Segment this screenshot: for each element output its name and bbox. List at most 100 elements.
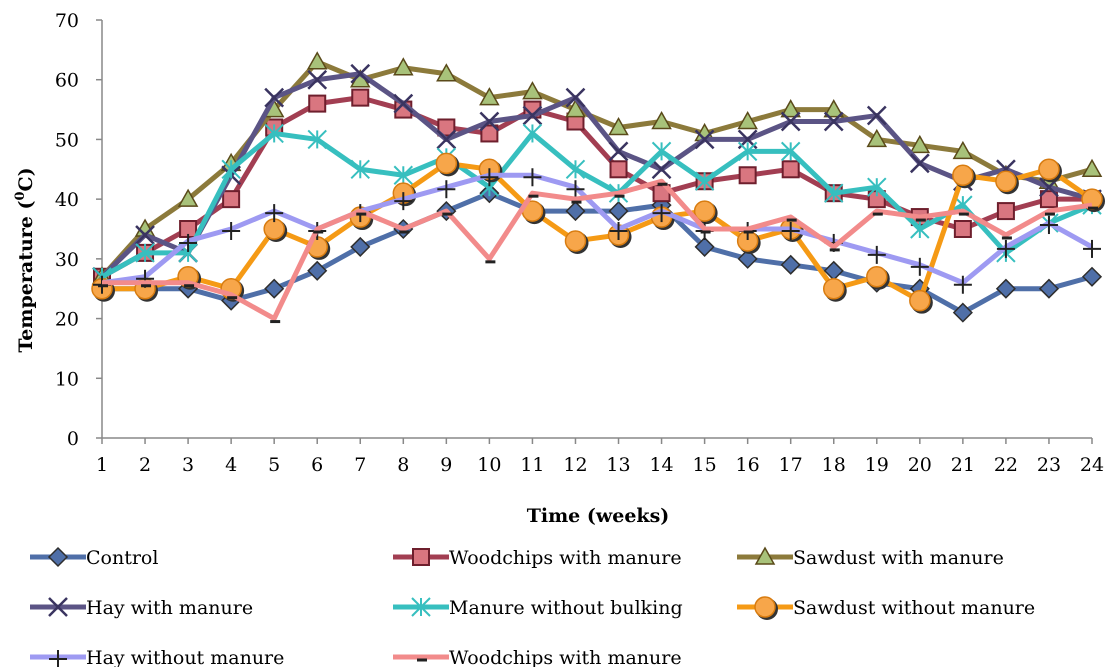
data-point [264, 123, 284, 144]
data-point [479, 87, 500, 106]
marker-triangle [479, 87, 500, 106]
data-point [264, 278, 285, 299]
x-tick-label: 22 [994, 454, 1018, 476]
data-point [953, 220, 972, 238]
data-point [780, 141, 801, 162]
data-point [306, 51, 328, 70]
data-point [523, 168, 542, 187]
data-point [996, 202, 1015, 221]
marker-triangle [952, 140, 974, 160]
data-point [436, 63, 457, 82]
x-tick-label: 12 [563, 454, 587, 476]
data-point [910, 219, 930, 239]
series-line [100, 71, 1093, 279]
marker-x-b [608, 141, 629, 162]
data-point [1038, 278, 1060, 299]
data-point [1039, 216, 1058, 235]
marker-diamond [737, 248, 758, 269]
data-point [436, 129, 457, 150]
data-point [780, 254, 801, 275]
x-tick-label: 13 [606, 454, 630, 476]
marker-triangle [737, 110, 758, 130]
data-point [437, 118, 456, 137]
data-point [1081, 266, 1103, 287]
data-point [135, 243, 155, 263]
x-axis-label: Time (weeks) [527, 505, 670, 527]
marker-triangle [306, 51, 328, 70]
marker-triangle [866, 128, 888, 148]
marker-x-b [866, 105, 887, 126]
marker-x-b [909, 153, 930, 174]
x-tick-label: 19 [865, 454, 889, 476]
marker-diamond [350, 236, 371, 257]
data-point [609, 222, 628, 240]
x-tick-label: 8 [397, 454, 409, 476]
y-tick-label: 60 [55, 70, 79, 92]
marker-square [222, 190, 241, 209]
x-tick-label: 5 [268, 454, 280, 476]
data-point [565, 99, 586, 118]
legend-label: Woodchips with manure [449, 547, 682, 569]
series-line [100, 59, 1093, 279]
data-point [909, 153, 930, 174]
marker-x-b [823, 111, 844, 132]
marker-x-b [651, 159, 672, 180]
data-point [694, 236, 715, 257]
data-point [565, 201, 586, 222]
data-point [824, 183, 844, 203]
data-point [694, 129, 715, 150]
data-point [265, 204, 284, 223]
marker-triangle [909, 134, 931, 154]
x-tick-label: 6 [311, 454, 323, 476]
data-point [480, 168, 499, 187]
data-point [1039, 190, 1058, 209]
marker-diamond [608, 201, 629, 222]
marker-x-b [522, 105, 543, 126]
data-point [350, 159, 370, 179]
data-point [823, 99, 845, 118]
marker-square [738, 166, 757, 185]
marker-circle [866, 266, 888, 288]
data-point [693, 200, 718, 225]
data-point [222, 190, 241, 209]
data-point [866, 266, 890, 290]
data-point [479, 111, 500, 132]
y-axis-title: Temperature (0C) [13, 167, 37, 352]
x-tick-label: 23 [1037, 454, 1061, 476]
y-tick-label: 0 [67, 428, 79, 450]
legend: Control Woodchips with manure Sawdust with… [30, 546, 1035, 667]
data-point [996, 239, 1015, 258]
marker-diamond [565, 201, 586, 222]
legend-item: Woodchips with manure [393, 547, 682, 569]
series-8 [98, 178, 1098, 324]
data-point [351, 88, 370, 107]
x-tick-label: 16 [736, 454, 760, 476]
data-point [694, 171, 715, 191]
y-axis-label-tail: C) [15, 167, 37, 191]
marker-circle [909, 289, 931, 312]
series-line [102, 160, 1094, 304]
y-axis-label-main: Temperature ( [15, 201, 37, 353]
marker-diamond [694, 236, 715, 257]
data-point [781, 160, 800, 179]
data-point [651, 110, 672, 130]
data-point [565, 159, 586, 179]
data-point [736, 230, 761, 254]
data-point [823, 111, 844, 132]
legend-item: Control [30, 546, 158, 569]
data-point [435, 152, 460, 177]
data-point [565, 87, 586, 108]
data-point [867, 245, 886, 264]
series-3 [91, 51, 1103, 285]
y-tick-label: 50 [55, 129, 79, 151]
marker-circle [822, 277, 845, 300]
data-point [953, 275, 972, 294]
marker-triangle [823, 99, 845, 118]
marker-square [781, 160, 800, 179]
marker-triangle [780, 99, 801, 118]
data-point [609, 160, 628, 179]
marker-diamond [995, 278, 1016, 299]
marker-diamond [307, 260, 328, 281]
data-point [608, 141, 629, 162]
